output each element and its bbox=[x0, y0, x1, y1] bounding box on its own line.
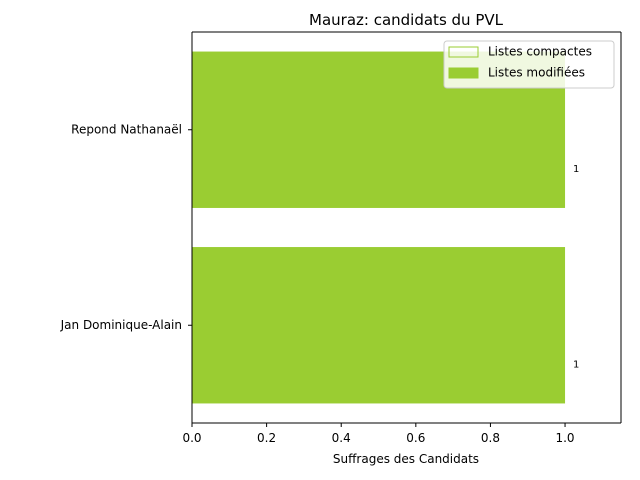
x-tick-label: 0.2 bbox=[257, 431, 276, 445]
x-axis-label: Suffrages des Candidats bbox=[333, 452, 479, 466]
legend-label: Listes compactes bbox=[488, 45, 592, 59]
legend-box bbox=[443, 40, 615, 89]
legend: Listes compactes Listes modifiées bbox=[443, 40, 615, 89]
bars bbox=[192, 51, 566, 404]
data-labels: 11 bbox=[573, 164, 579, 371]
legend-swatch bbox=[448, 67, 479, 79]
x-tick-label: 1.0 bbox=[555, 431, 574, 445]
y-tick-label: Jan Dominique-Alain bbox=[60, 318, 182, 332]
x-tick-label: 0.4 bbox=[332, 431, 351, 445]
bar bbox=[192, 247, 566, 404]
data-label: 1 bbox=[573, 359, 579, 370]
x-tick-label: 0.0 bbox=[182, 431, 201, 445]
legend-label: Listes modifiées bbox=[488, 66, 585, 80]
y-tick-label: Repond Nathanaël bbox=[71, 122, 182, 136]
plot-frame bbox=[191, 31, 622, 424]
x-tick-label: 0.8 bbox=[481, 431, 500, 445]
legend-swatch bbox=[448, 46, 479, 58]
x-tick-label: 0.6 bbox=[406, 431, 425, 445]
x-axis: 0.0 0.2 0.4 0.6 0.8 1.0 bbox=[182, 423, 575, 445]
chart-title: Mauraz: candidats du PVL bbox=[309, 11, 504, 29]
y-axis: Repond Nathanaël Jan Dominique-Alain bbox=[60, 122, 192, 332]
data-label: 1 bbox=[573, 164, 579, 175]
